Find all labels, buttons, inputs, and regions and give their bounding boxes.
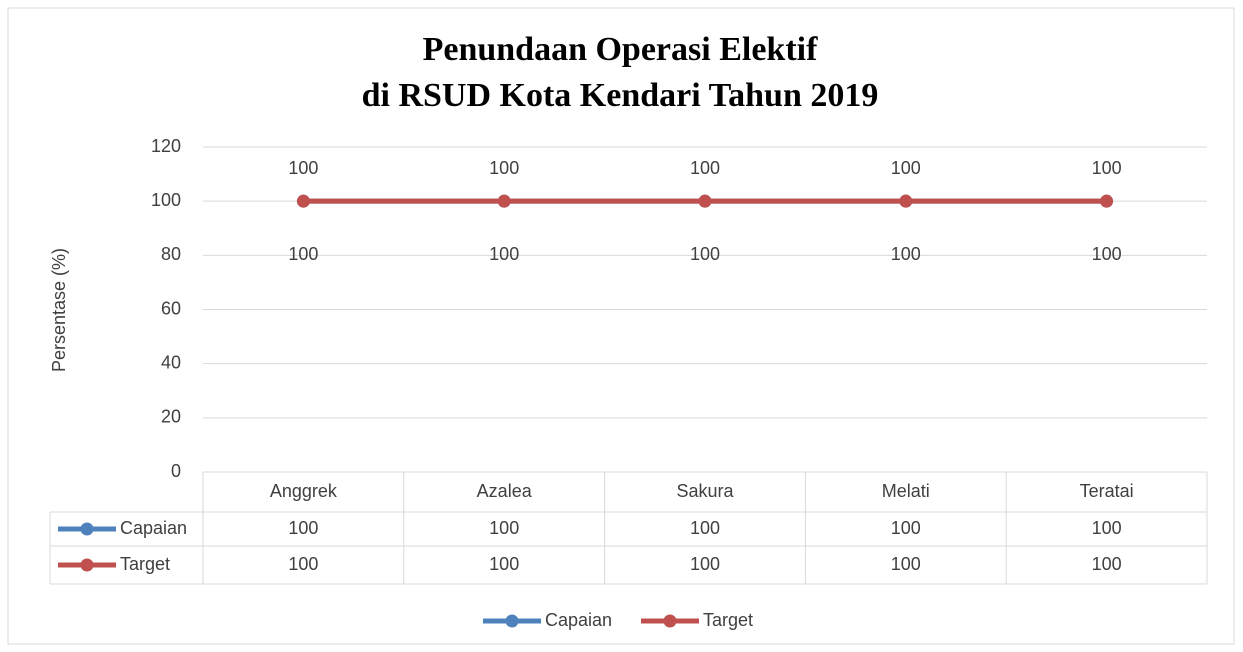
table-value: 100 <box>690 518 720 538</box>
table-value: 100 <box>690 554 720 574</box>
point <box>698 194 712 208</box>
x-tick-label: Anggrek <box>270 481 338 501</box>
table-legend-key-marker <box>80 558 94 572</box>
y-tick-label: 100 <box>151 190 181 210</box>
data-label: 100 <box>1092 158 1122 178</box>
point <box>497 194 511 208</box>
table-value: 100 <box>288 518 318 538</box>
y-tick-label: 60 <box>161 298 181 318</box>
point <box>1100 194 1114 208</box>
table-legend-key-marker <box>80 522 94 536</box>
data-label: 100 <box>1092 244 1122 264</box>
table-value: 100 <box>891 518 921 538</box>
table-value: 100 <box>288 554 318 574</box>
data-label: 100 <box>489 244 519 264</box>
y-tick-label: 0 <box>171 461 181 481</box>
legend-key-marker <box>663 614 677 628</box>
x-tick-label: Azalea <box>477 481 533 501</box>
chart-title: Penundaan Operasi Elektif <box>423 31 819 68</box>
point <box>899 194 913 208</box>
table-value: 100 <box>489 554 519 574</box>
legend-key-label: Target <box>703 610 753 630</box>
x-tick-label: Sakura <box>676 481 734 501</box>
data-label: 100 <box>489 158 519 178</box>
chart-title: di RSUD Kota Kendari Tahun 2019 <box>362 77 879 114</box>
x-tick-label: Melati <box>882 481 930 501</box>
data-label: 100 <box>690 158 720 178</box>
table-value: 100 <box>1092 554 1122 574</box>
y-tick-label: 40 <box>161 352 181 372</box>
point <box>296 194 310 208</box>
data-label: 100 <box>690 244 720 264</box>
y-tick-label: 80 <box>161 244 181 264</box>
y-tick-label: 20 <box>161 407 181 427</box>
table-legend-key-label: Capaian <box>120 518 187 538</box>
legend-key-label: Capaian <box>545 610 612 630</box>
x-tick-label: Teratai <box>1080 481 1134 501</box>
table-value: 100 <box>891 554 921 574</box>
data-label: 100 <box>891 244 921 264</box>
y-axis-label: Persentase (%) <box>49 248 69 372</box>
table-legend-key-label: Target <box>120 554 170 574</box>
chart-border <box>7 7 1235 645</box>
y-tick-label: 120 <box>151 136 181 156</box>
table-value: 100 <box>1092 518 1122 538</box>
table-value: 100 <box>489 518 519 538</box>
data-label: 100 <box>288 158 318 178</box>
data-label: 100 <box>891 158 921 178</box>
data-label: 100 <box>288 244 318 264</box>
legend-key-marker <box>505 614 519 628</box>
